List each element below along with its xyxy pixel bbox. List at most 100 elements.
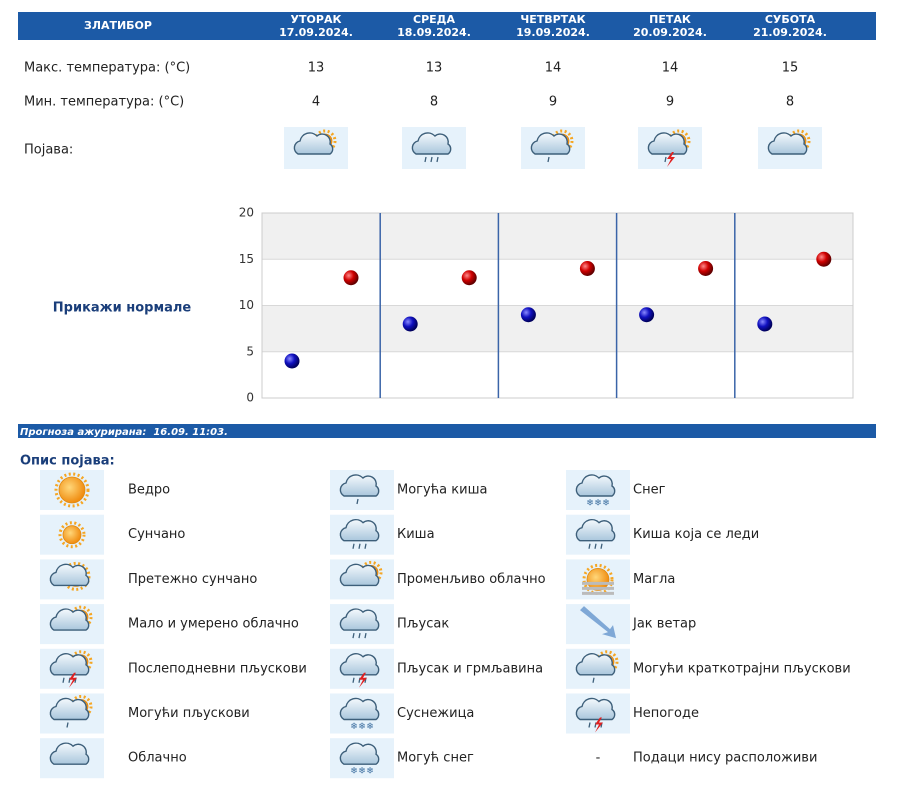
snow: ❄ [366, 767, 374, 777]
legend-item: Могућа киша [397, 483, 487, 498]
cloud [575, 474, 616, 497]
y-tick-label: 5 [246, 344, 254, 358]
cloud [575, 697, 616, 721]
legend-item: Пљусак и грмљавина [397, 661, 543, 676]
sun [58, 476, 86, 504]
min-dot [402, 316, 418, 332]
day-date: 21.09.2024. [753, 26, 827, 39]
cloud [339, 608, 380, 631]
snow: ❄ [594, 499, 602, 509]
sun [62, 525, 82, 545]
update-bar [18, 424, 876, 438]
plot-frame [261, 212, 854, 399]
max-label: Макс. температура: (°C) [24, 61, 190, 76]
sun-rays [550, 129, 574, 153]
weather-icon [758, 127, 822, 169]
legend-item: Киша која се леди [633, 527, 759, 542]
snow: ❄ [358, 767, 366, 777]
sun-rays [69, 650, 93, 674]
max-dot [461, 270, 477, 286]
cloud [49, 653, 90, 676]
weather-icon [566, 604, 630, 645]
legend-item: Пљусак [397, 617, 449, 632]
day-name: ЧЕТВРТАК [520, 13, 585, 26]
cloud [293, 132, 334, 155]
min-dot [520, 307, 536, 323]
max-value: 14 [545, 61, 562, 76]
weather-icon [330, 604, 394, 645]
weather-icon: ❄ ❄ ❄ [330, 693, 394, 734]
weather-icon [521, 127, 585, 169]
max-dot [816, 251, 832, 267]
update-text: Прогноза ажурирана: 16.09. 11:03. [20, 427, 228, 438]
day-date: 20.09.2024. [633, 26, 707, 39]
sun-rays [667, 129, 691, 153]
rain [356, 498, 359, 505]
weather-icon [566, 559, 630, 600]
no-data-symbol: - [596, 751, 601, 766]
legend-item: Променљиво облачно [397, 572, 546, 587]
max-value: 14 [662, 61, 679, 76]
day-date: 18.09.2024. [397, 26, 471, 39]
cloud [575, 518, 616, 542]
rain [352, 677, 355, 683]
rain [358, 543, 361, 549]
min-dot [639, 307, 655, 323]
weather-icon [330, 648, 394, 689]
cloud [49, 608, 90, 631]
legend-item: Претежно сунчано [128, 572, 257, 587]
weather-icon [566, 693, 630, 734]
rain [588, 543, 591, 549]
rain [600, 543, 603, 549]
rain [588, 722, 591, 728]
min-value: 9 [666, 95, 674, 110]
cloud [575, 653, 616, 676]
legend-item: Магла [633, 572, 675, 587]
cloud [49, 742, 90, 765]
y-tick-label: 10 [239, 298, 254, 312]
legend-item: Киша [397, 527, 435, 542]
rain [352, 632, 355, 639]
legend-item: Јак ветар [632, 617, 696, 632]
max-value: 15 [782, 61, 799, 76]
cloud [339, 697, 380, 721]
rain [358, 632, 361, 639]
weather-icon [402, 127, 466, 169]
wind [580, 606, 616, 639]
weather-icon [40, 693, 104, 734]
legend-item: Облачно [128, 751, 187, 766]
weather-icon [638, 127, 702, 169]
legend-title: Опис појава: [20, 454, 115, 469]
y-tick-label: 20 [239, 206, 254, 220]
rain [664, 156, 667, 163]
cloud [339, 653, 380, 676]
weather-icon [566, 514, 630, 555]
legend-item: Подаци нису расположиви [633, 751, 817, 766]
sun-rays [313, 129, 337, 153]
cloud [339, 563, 380, 587]
day-name: ПЕТАК [649, 13, 691, 26]
cloud [49, 563, 90, 587]
rain [594, 543, 597, 549]
day-name: СУБОТА [765, 13, 816, 26]
min-dot [284, 353, 300, 369]
rain [424, 156, 427, 163]
rain [547, 156, 550, 163]
rain [62, 677, 65, 683]
legend-item: Снег [633, 483, 666, 498]
min-dot [757, 316, 773, 332]
legend-item: Могућ снег [397, 751, 474, 766]
cloud [411, 132, 452, 155]
weather-icon: ❄ ❄ ❄ [330, 738, 394, 779]
day-date: 19.09.2024. [516, 26, 590, 39]
normals-link[interactable]: Прикажи нормале [53, 301, 192, 316]
weather-icon [40, 648, 104, 689]
grid-band [262, 305, 853, 352]
header-bar [18, 12, 876, 40]
rain [68, 677, 71, 683]
sun-rays [54, 472, 90, 508]
snow: ❄ [350, 767, 358, 777]
weather-icon: ❄ ❄ ❄ [566, 470, 630, 510]
bolt [359, 672, 367, 688]
